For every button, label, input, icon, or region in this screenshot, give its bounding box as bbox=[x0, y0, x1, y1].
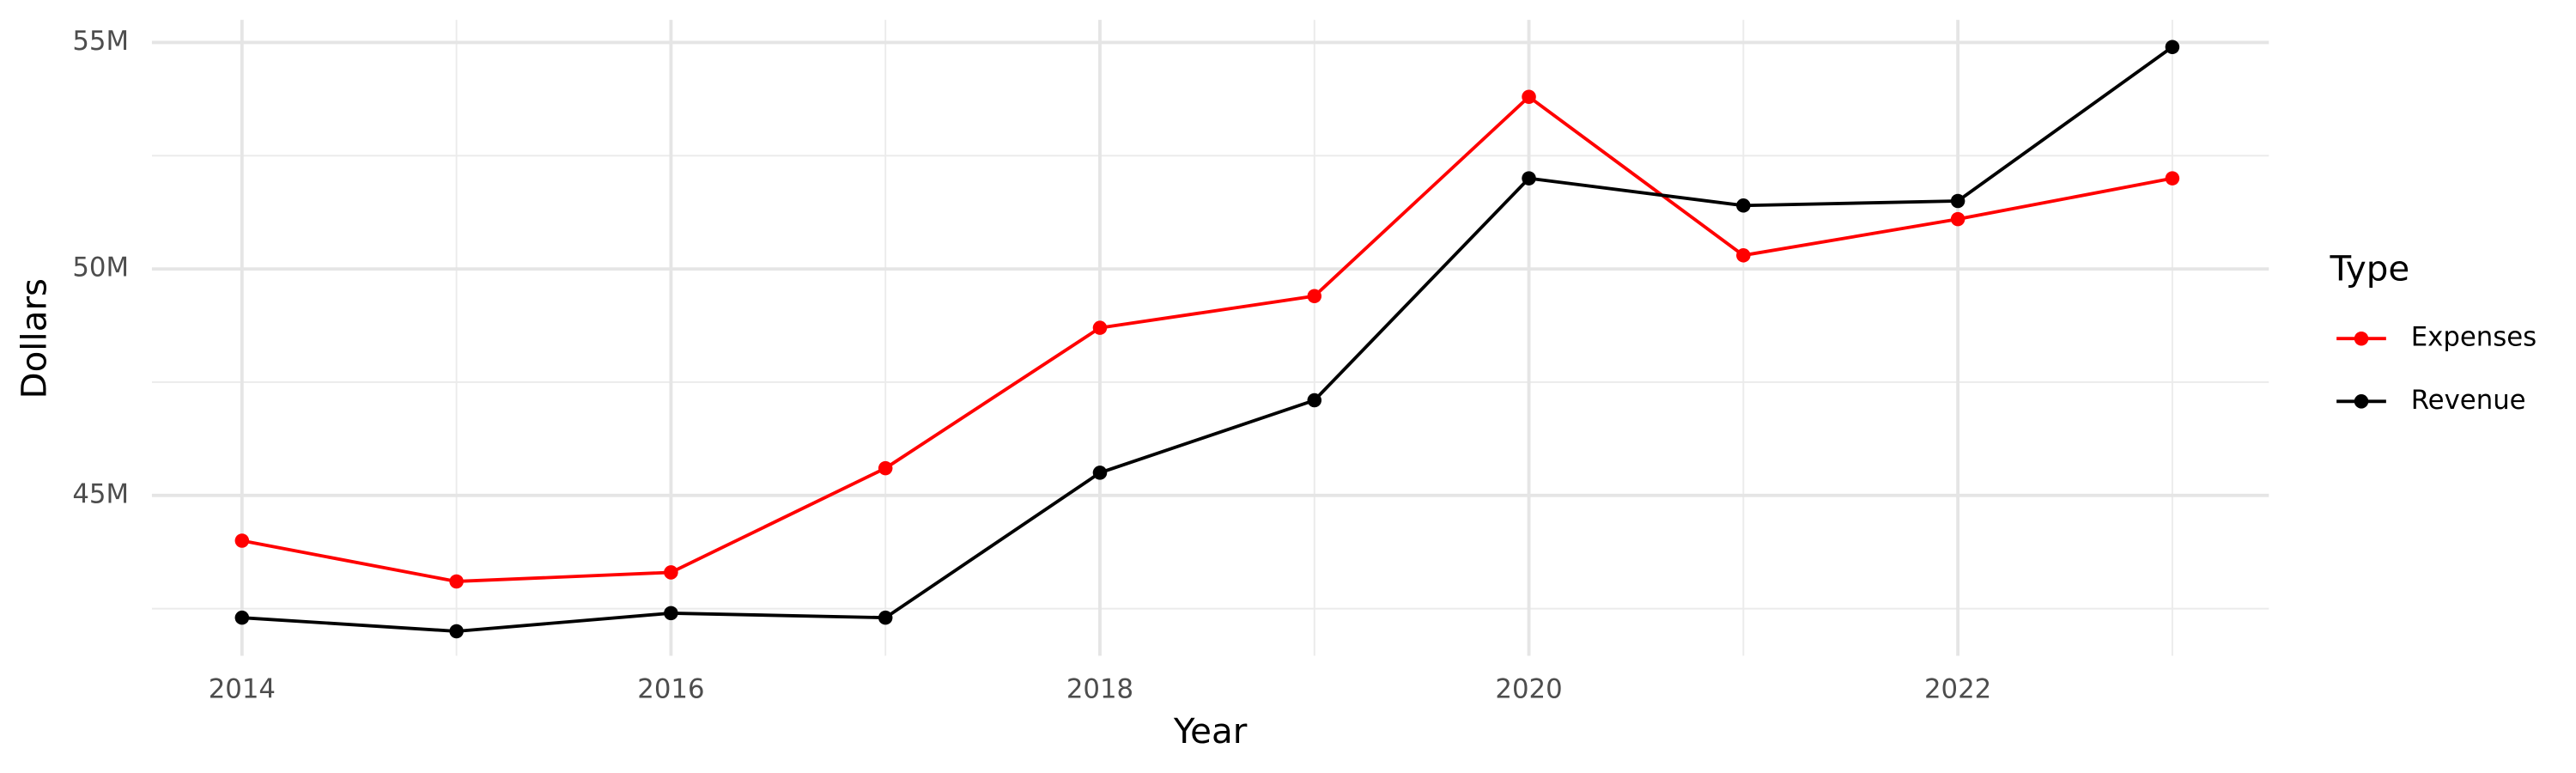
data-point bbox=[1307, 289, 1322, 304]
data-point bbox=[1092, 466, 1108, 480]
data-point bbox=[1522, 89, 1536, 104]
y-tick-label: 50M bbox=[72, 253, 129, 283]
legend-key-point bbox=[2354, 394, 2369, 409]
series-line bbox=[241, 46, 2174, 633]
data-point bbox=[664, 606, 678, 621]
data-point bbox=[234, 610, 250, 625]
y-tick-label: 55M bbox=[72, 26, 129, 57]
legend-key-point bbox=[2354, 331, 2369, 346]
data-point bbox=[1950, 211, 1965, 227]
data-point bbox=[1736, 248, 1751, 263]
x-tick-label: 2022 bbox=[1924, 673, 1991, 704]
x-tick-label: 2014 bbox=[209, 673, 276, 704]
data-point bbox=[1522, 171, 1536, 186]
data-point bbox=[1736, 198, 1751, 213]
data-point bbox=[2165, 40, 2180, 54]
data-point bbox=[234, 533, 250, 548]
data-point bbox=[664, 565, 678, 580]
data-point bbox=[1950, 193, 1965, 209]
y-axis-label: Dollars bbox=[14, 278, 54, 399]
x-tick-label: 2016 bbox=[637, 673, 704, 704]
x-axis-label: Year bbox=[1173, 711, 1248, 752]
x-tick-label: 2018 bbox=[1066, 673, 1133, 704]
data-point bbox=[1092, 320, 1108, 335]
legend-title: Type bbox=[2329, 248, 2409, 289]
legend-label: Expenses bbox=[2411, 322, 2537, 353]
x-tick-label: 2020 bbox=[1495, 673, 1562, 704]
data-point bbox=[878, 610, 893, 625]
data-point bbox=[1307, 393, 1322, 408]
data-point bbox=[2165, 171, 2180, 186]
legend-label: Revenue bbox=[2411, 385, 2526, 416]
data-point bbox=[878, 460, 893, 476]
data-point bbox=[449, 574, 464, 589]
y-tick-label: 45M bbox=[72, 478, 129, 509]
data-point bbox=[449, 624, 464, 639]
series-line bbox=[241, 94, 2173, 583]
